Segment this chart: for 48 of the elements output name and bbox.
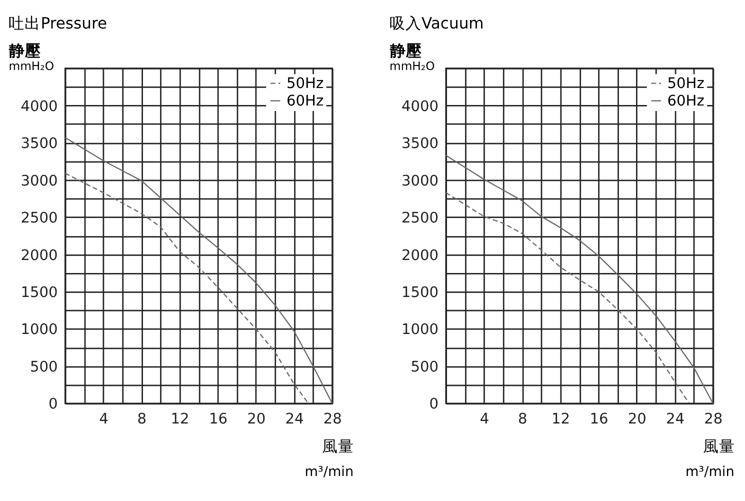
y-tick-label: 500 [410, 358, 439, 376]
y-tick-label: 3500 [20, 135, 58, 152]
x-axis-title: 風量 [322, 437, 354, 456]
y-axis-title: 静壓 [388, 42, 423, 60]
text: m³/min [304, 464, 354, 480]
y-tick-label: 1000 [402, 321, 439, 338]
line-series [64, 172, 309, 404]
y-tick-label: 3500 [402, 135, 439, 152]
text: mmH₂O [8, 59, 54, 74]
y-tick-label: 2000 [402, 246, 439, 264]
x-tick-label: 20 [628, 410, 646, 428]
chart-title: 吸入Vacuum [390, 14, 484, 32]
y-tick-label: 2500 [20, 210, 58, 227]
x-tick-label: 16 [590, 410, 608, 428]
y-tick-label: 1500 [402, 284, 439, 301]
y-tick-label: 0 [48, 396, 58, 413]
y-tick-label: 2000 [20, 246, 58, 264]
legend-label: 50Hz [667, 75, 705, 92]
text: mmH₂O [390, 59, 435, 74]
chart-title: 吐出Pressure [8, 14, 108, 32]
x-tick-label: 8 [518, 410, 528, 428]
x-tick-label: 28 [704, 410, 723, 428]
y-tick-label: 3000 [402, 172, 439, 190]
legend-label: 60Hz [667, 92, 705, 110]
legend-label: 50Hz [286, 75, 324, 92]
x-tick-label: 20 [247, 410, 266, 428]
y-tick-label: 1000 [20, 321, 58, 338]
x-axis-title: 風量 [702, 437, 735, 456]
y-tick-label: 4000 [402, 98, 439, 115]
x-tick-label: 24 [285, 410, 304, 428]
x-tick-label: 12 [552, 410, 570, 428]
x-tick-label: 24 [666, 410, 685, 428]
x-tick-label: 12 [170, 410, 190, 428]
x-tick-label: 4 [99, 410, 108, 428]
y-tick-label: 3000 [20, 172, 58, 190]
y-tick-label: 500 [30, 358, 58, 376]
x-tick-label: 4 [480, 410, 490, 428]
legend-label: 60Hz [286, 92, 324, 110]
line-series [445, 192, 690, 404]
y-tick-label: 1500 [20, 284, 58, 301]
y-axis-title: 静壓 [8, 42, 42, 60]
x-tick-label: 28 [323, 410, 342, 428]
y-tick-label: 2500 [402, 210, 439, 227]
x-tick-label: 16 [208, 410, 228, 428]
text: m³/min [685, 464, 734, 480]
y-tick-label: 0 [429, 396, 439, 413]
x-tick-label: 8 [137, 410, 147, 428]
y-tick-label: 4000 [20, 98, 58, 115]
